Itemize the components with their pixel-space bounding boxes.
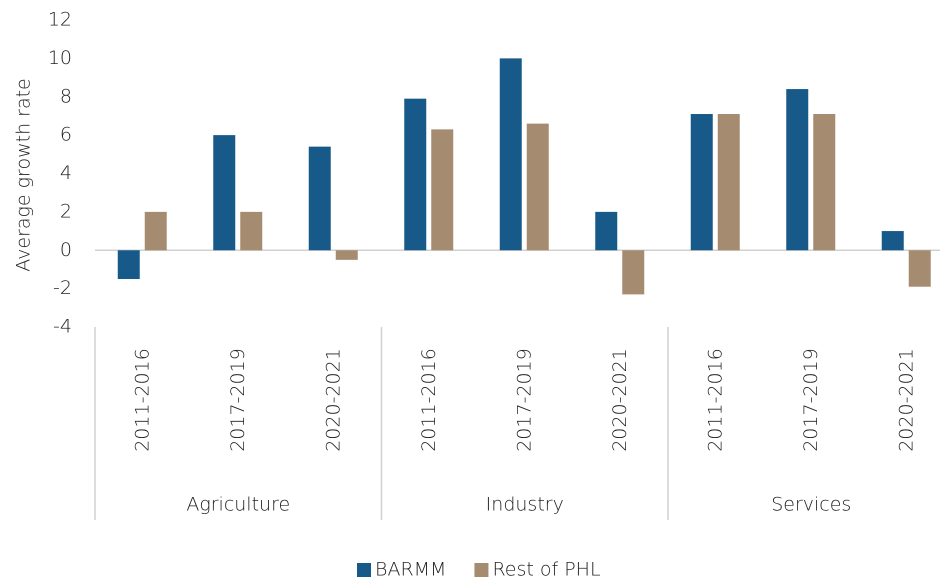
y-tick-label: 8: [60, 85, 72, 107]
group-label: Services: [771, 494, 851, 516]
legend-swatch: [357, 563, 371, 577]
group-label: Industry: [486, 494, 564, 516]
bar: [717, 114, 740, 251]
x-tick-label: 2017-2019: [227, 348, 249, 452]
x-tick-label: 2011-2016: [704, 348, 726, 452]
bar: [499, 58, 522, 251]
bar: [213, 135, 236, 251]
x-tick-label: 2011-2016: [418, 348, 440, 452]
x-tick-label: 2017-2019: [800, 348, 822, 452]
y-tick-label: -4: [53, 316, 72, 338]
x-tick-label: 2020-2021: [322, 348, 344, 452]
y-tick-label: -2: [53, 277, 72, 299]
legend-label: Rest of PHL: [492, 559, 600, 581]
bar: [431, 129, 454, 251]
y-tick-label: 12: [48, 9, 72, 31]
bar: [404, 98, 427, 251]
bar: [881, 231, 904, 251]
legend-swatch: [474, 563, 489, 577]
bar: [690, 114, 713, 251]
x-tick-label: 2020-2021: [895, 348, 917, 452]
bar: [622, 250, 645, 295]
bar: [240, 211, 263, 251]
x-tick-label: 2020-2021: [609, 348, 631, 452]
bar: [786, 89, 809, 251]
x-tick-label: 2011-2016: [131, 348, 153, 452]
bar: [117, 250, 140, 280]
x-tick-label: 2017-2019: [513, 348, 535, 452]
y-tick-label: 0: [60, 239, 72, 261]
y-axis-label: Average growth rate: [13, 78, 35, 272]
y-tick-label: 10: [48, 47, 72, 69]
y-tick-label: 4: [60, 162, 72, 184]
legend-label: BARMM: [375, 559, 446, 581]
bar: [908, 250, 931, 287]
y-tick-label: 6: [60, 124, 72, 146]
bar: [813, 114, 836, 251]
bar: [526, 123, 549, 251]
bar: [144, 211, 167, 251]
bar: [595, 211, 618, 251]
y-tick-label: 2: [60, 200, 72, 222]
group-label: Agriculture: [186, 494, 290, 516]
bar: [308, 146, 331, 251]
bar: [335, 250, 358, 260]
